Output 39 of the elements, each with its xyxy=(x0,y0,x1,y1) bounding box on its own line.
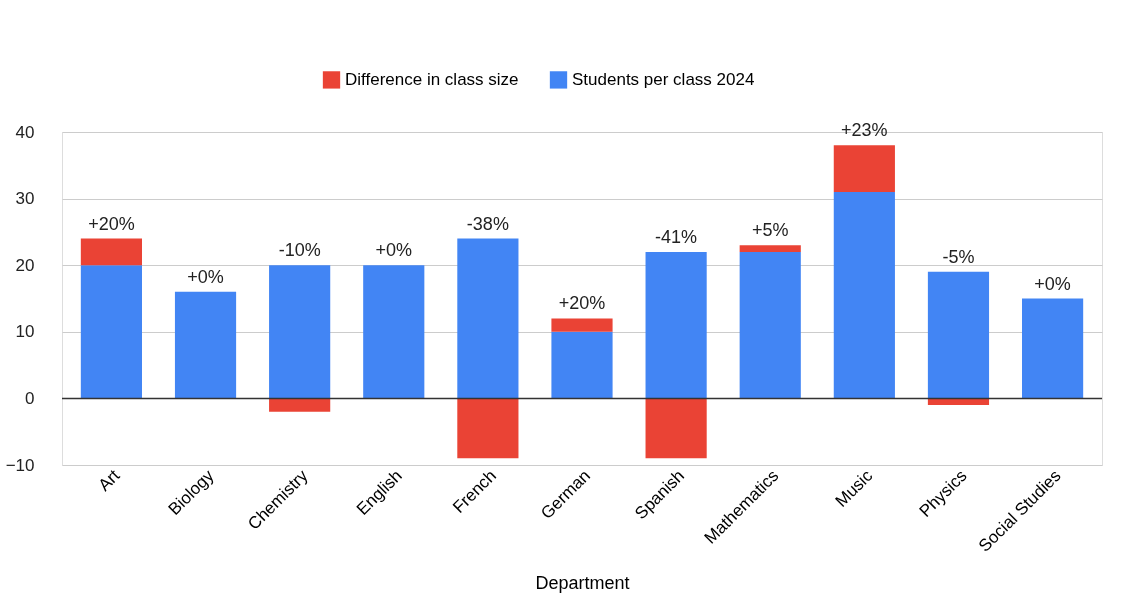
bar xyxy=(174,291,237,399)
bar xyxy=(739,245,801,252)
bar xyxy=(457,398,519,459)
y-tick-label: 40 xyxy=(15,122,35,142)
annotation: +5% xyxy=(751,220,789,241)
bar xyxy=(551,331,613,399)
bar xyxy=(645,398,707,459)
bar xyxy=(833,191,895,399)
annotation: -10% xyxy=(278,240,321,261)
annotation: -5% xyxy=(942,246,975,267)
y-tick-label: 0 xyxy=(25,388,35,408)
bar xyxy=(833,145,895,192)
bar xyxy=(269,265,331,399)
bar xyxy=(80,238,142,266)
annotation: -38% xyxy=(466,213,509,234)
annotation: +0% xyxy=(375,240,413,261)
annotation: +23% xyxy=(841,120,888,141)
y-tick-label: 30 xyxy=(15,189,35,209)
bar xyxy=(927,271,990,399)
bar xyxy=(363,265,425,399)
bar xyxy=(80,265,142,399)
annotation: +20% xyxy=(558,293,606,314)
annotation: -41% xyxy=(655,226,698,247)
annotation: +20% xyxy=(88,213,135,234)
bar xyxy=(269,398,331,412)
y-tick-label: 10 xyxy=(15,322,35,342)
x-tick-label: Art xyxy=(94,465,124,495)
bar xyxy=(739,251,801,399)
bar xyxy=(1022,298,1084,399)
legend-label: Difference in class size xyxy=(345,69,519,89)
y-tick-label: −10 xyxy=(5,455,35,475)
bar xyxy=(645,251,707,399)
bar xyxy=(551,318,613,332)
legend-label: Students per class 2024 xyxy=(572,69,755,89)
bar xyxy=(457,238,519,399)
x-axis-title: Department xyxy=(535,572,630,593)
annotation: +0% xyxy=(1034,273,1071,294)
y-tick-label: 20 xyxy=(15,255,35,275)
annotation: +0% xyxy=(187,266,224,287)
